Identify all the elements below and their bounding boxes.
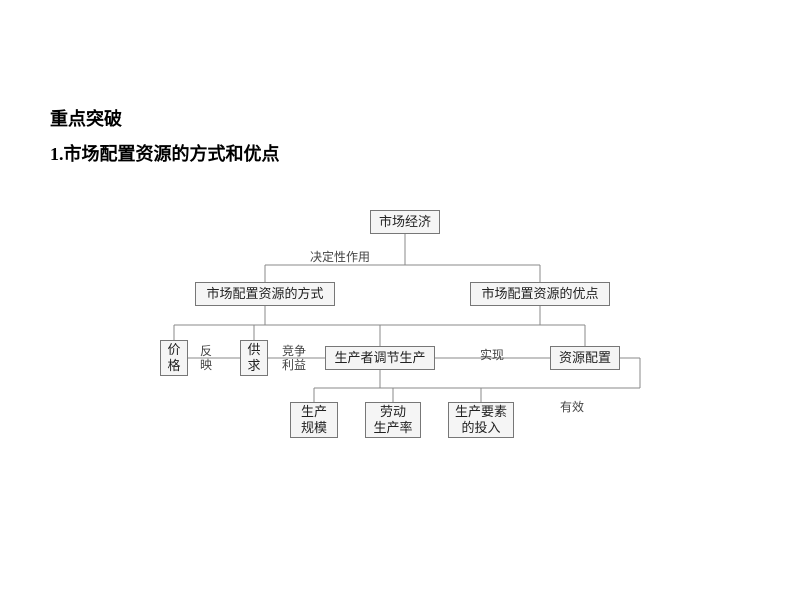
edge-label-reflect: 反 映 xyxy=(200,344,212,373)
node-supply: 供 求 xyxy=(240,340,268,376)
node-factors: 生产要素 的投入 xyxy=(448,402,514,438)
edge-label-compete: 竞争 利益 xyxy=(282,344,306,373)
node-producer: 生产者调节生产 xyxy=(325,346,435,370)
edge-label-effective: 有效 xyxy=(560,400,584,414)
node-methods: 市场配置资源的方式 xyxy=(195,282,335,306)
node-price: 价 格 xyxy=(160,340,188,376)
edge-label-realize: 实现 xyxy=(480,348,504,362)
edge-label-decisive: 决定性作用 xyxy=(310,250,370,264)
node-advant: 市场配置资源的优点 xyxy=(470,282,610,306)
node-labor: 劳动 生产率 xyxy=(365,402,421,438)
node-root: 市场经济 xyxy=(370,210,440,234)
concept-diagram: 市场经济市场配置资源的方式 市场配置资源的优点价 格 供 求 生产者调节生产 资源配置生… xyxy=(160,210,680,460)
node-resalloc: 资源配置 xyxy=(550,346,620,370)
page-heading-1: 重点突破 xyxy=(50,105,122,131)
page-heading-2: 1.市场配置资源的方式和优点 xyxy=(50,140,280,166)
node-scale: 生产 规模 xyxy=(290,402,338,438)
